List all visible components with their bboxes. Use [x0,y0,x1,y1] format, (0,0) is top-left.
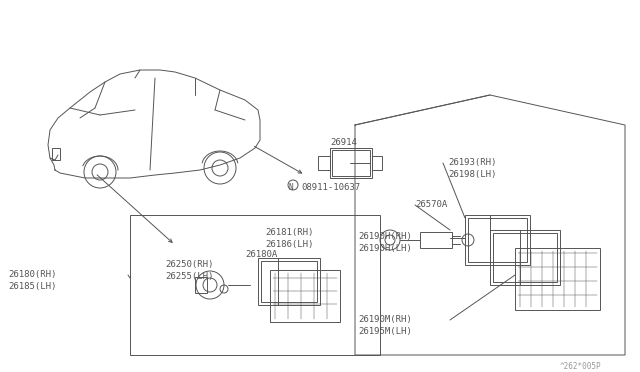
Text: 26185(LH): 26185(LH) [8,282,56,291]
Bar [332,150,370,176]
Bar [195,277,207,293]
Text: 26193(RH): 26193(RH) [448,158,497,167]
Bar [372,156,382,170]
Bar [261,261,317,302]
Bar [493,233,557,282]
Bar [330,148,372,178]
Bar [468,218,527,262]
Text: 26198(LH): 26198(LH) [448,170,497,179]
Bar [318,156,330,170]
Bar [515,248,600,310]
Text: 26190M(RH): 26190M(RH) [358,315,412,324]
Text: 26190H(RH): 26190H(RH) [358,232,412,241]
Text: 26180A: 26180A [245,250,277,259]
Text: N: N [289,183,293,192]
Text: 08911-10637: 08911-10637 [301,183,360,192]
Bar [52,148,60,160]
Text: 26570A: 26570A [415,200,447,209]
Text: 26255(LH): 26255(LH) [165,272,213,281]
Text: 26181(RH): 26181(RH) [265,228,314,237]
Text: 26195M(LH): 26195M(LH) [358,327,412,336]
Text: 26180(RH): 26180(RH) [8,270,56,279]
Text: 26250(RH): 26250(RH) [165,260,213,269]
Text: 26914: 26914 [330,138,357,147]
Bar [420,232,452,248]
Text: 26186(LH): 26186(LH) [265,240,314,249]
Bar [258,258,320,305]
Bar [465,215,530,265]
Text: ^262*005P: ^262*005P [560,362,602,371]
Bar [130,215,380,355]
Bar [270,270,340,322]
Text: 26190H(LH): 26190H(LH) [358,244,412,253]
Bar [490,230,560,285]
